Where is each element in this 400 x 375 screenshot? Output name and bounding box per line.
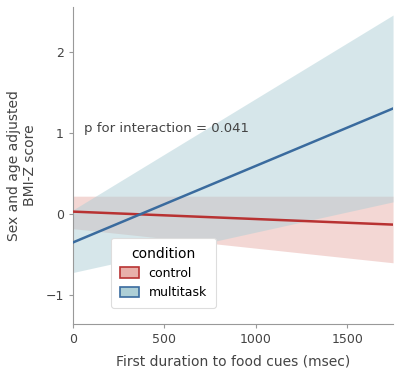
Legend: control, multitask: control, multitask [111, 238, 216, 308]
Y-axis label: Sex and age adjusted
BMI-Z score: Sex and age adjusted BMI-Z score [7, 90, 37, 241]
X-axis label: First duration to food cues (msec): First duration to food cues (msec) [116, 354, 350, 368]
Text: p for interaction = 0.041: p for interaction = 0.041 [84, 122, 249, 135]
